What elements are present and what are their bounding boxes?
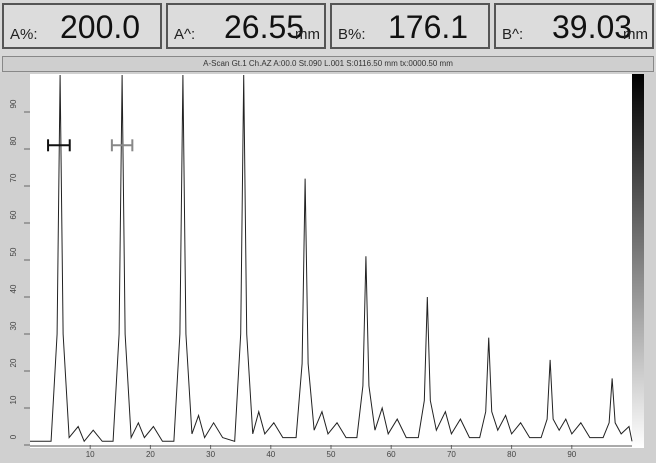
x-tick-label: 50 bbox=[327, 450, 336, 459]
y-tick-label: 0 bbox=[9, 434, 18, 439]
readout-value: 200.0 bbox=[60, 9, 141, 45]
plot-area bbox=[30, 74, 632, 448]
x-tick-label: 70 bbox=[447, 450, 456, 459]
waveform bbox=[30, 74, 633, 443]
readout-box: B^: 39.03 mm bbox=[494, 3, 654, 49]
y-tick-label: 50 bbox=[9, 247, 18, 256]
x-tick-label: 40 bbox=[266, 450, 275, 459]
readout-bar: A%: 200.0 A^: 26.55 mm B%: 176.1 B^: 39.03 mm bbox=[0, 0, 656, 54]
x-tick-label: 10 bbox=[86, 450, 95, 459]
y-tick-label: 70 bbox=[9, 173, 18, 182]
y-tick-label: 10 bbox=[9, 395, 18, 404]
readout-value: 39.03 bbox=[552, 9, 633, 45]
y-tick-label: 60 bbox=[9, 210, 18, 219]
x-tick-label: 60 bbox=[387, 450, 396, 459]
readout-value: 176.1 bbox=[388, 9, 469, 45]
x-tick-label: 20 bbox=[146, 450, 155, 459]
y-tick-label: 80 bbox=[9, 136, 18, 145]
readout-value: 26.55 bbox=[224, 9, 305, 45]
readout-unit: mm bbox=[623, 26, 648, 43]
readout-box: A%: 200.0 bbox=[2, 3, 162, 49]
y-tick-label: 20 bbox=[9, 358, 18, 367]
readout-label: A^: bbox=[174, 26, 196, 43]
y-tick-label: 30 bbox=[9, 321, 18, 330]
readout-unit: mm bbox=[295, 26, 320, 43]
readout-box: B%: 176.1 bbox=[330, 3, 490, 49]
readout-label: B%: bbox=[338, 26, 366, 43]
readout-label: B^: bbox=[502, 26, 524, 43]
x-tick-label: 90 bbox=[567, 450, 576, 459]
x-tick-label: 80 bbox=[507, 450, 516, 459]
x-tick-label: 30 bbox=[206, 450, 215, 459]
readout-box: A^: 26.55 mm bbox=[166, 3, 326, 49]
readout-label: A%: bbox=[10, 26, 38, 43]
color-scale bbox=[632, 74, 644, 448]
y-tick-label: 40 bbox=[9, 284, 18, 293]
a-scan-chart: 0 10 20 30 40 50 60 70 80 90 10 20 30 40 50 60 70 80 90 bbox=[0, 72, 656, 463]
y-tick-label: 90 bbox=[9, 99, 18, 108]
scan-info: A-Scan Gt.1 Ch.AZ A:00.0 St.090 L.001 S:… bbox=[2, 56, 654, 72]
